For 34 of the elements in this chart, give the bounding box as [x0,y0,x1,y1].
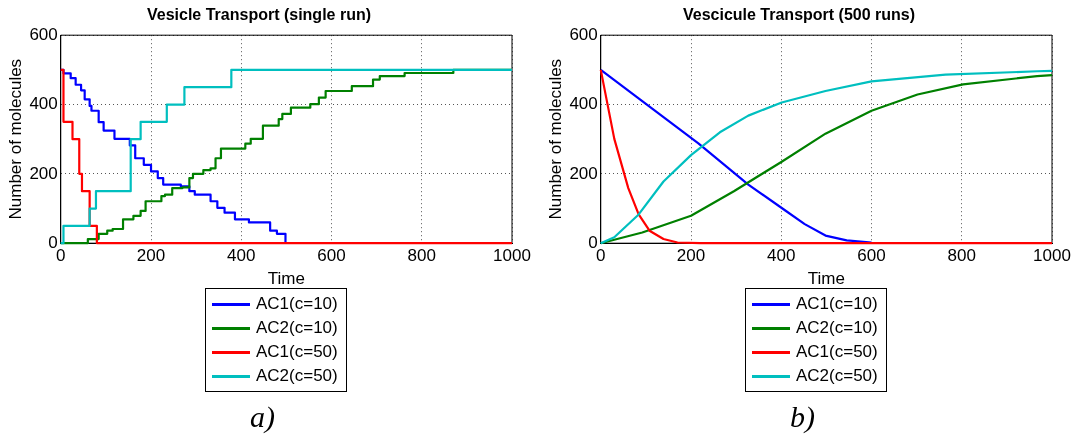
x-axis-title: Time [807,269,845,289]
x-tick-label: 200 [136,246,166,266]
chart-title: Vesicle Transport (single run) [146,6,372,24]
x-tick-label: 800 [947,246,976,266]
text: b) [790,400,815,434]
legend-label: AC2(c=10) [256,317,338,339]
legend-label: AC1(c=50) [796,341,878,363]
y-tick-label: 200 [569,163,598,183]
y-tick-label: 400 [569,94,598,114]
x-tick-label: 1000 [493,246,531,266]
x-tick-label: 200 [676,246,706,266]
y-axis-title: Number of molecules [5,58,25,220]
x-tick-label: 800 [407,246,436,266]
y-tick-label: 400 [29,94,58,114]
x-tick-label: 400 [767,246,796,266]
x-tick-label: 400 [227,246,256,266]
legend-label: AC2(c=10) [796,317,878,339]
legend-label: AC1(c=50) [256,341,338,363]
y-tick-label: 0 [48,232,58,252]
y-axis-title: Number of molecules [545,58,565,220]
y-tick-label: 200 [29,163,58,183]
legend-label: AC1(c=10) [796,293,878,315]
x-axis-title: Time [267,269,305,289]
legend-label: AC2(c=50) [256,365,338,387]
text: a) [250,400,275,434]
chart-title: Vescicule Transport (500 runs) [682,6,916,24]
y-tick-label: 0 [588,232,598,252]
x-tick-label: 1000 [1033,246,1071,266]
x-tick-label: 600 [317,246,346,266]
legend-label: AC2(c=50) [796,365,878,387]
y-tick-label: 600 [569,24,598,44]
legend-label: AC1(c=10) [256,293,338,315]
x-tick-label: 600 [857,246,886,266]
y-tick-label: 600 [29,24,58,44]
